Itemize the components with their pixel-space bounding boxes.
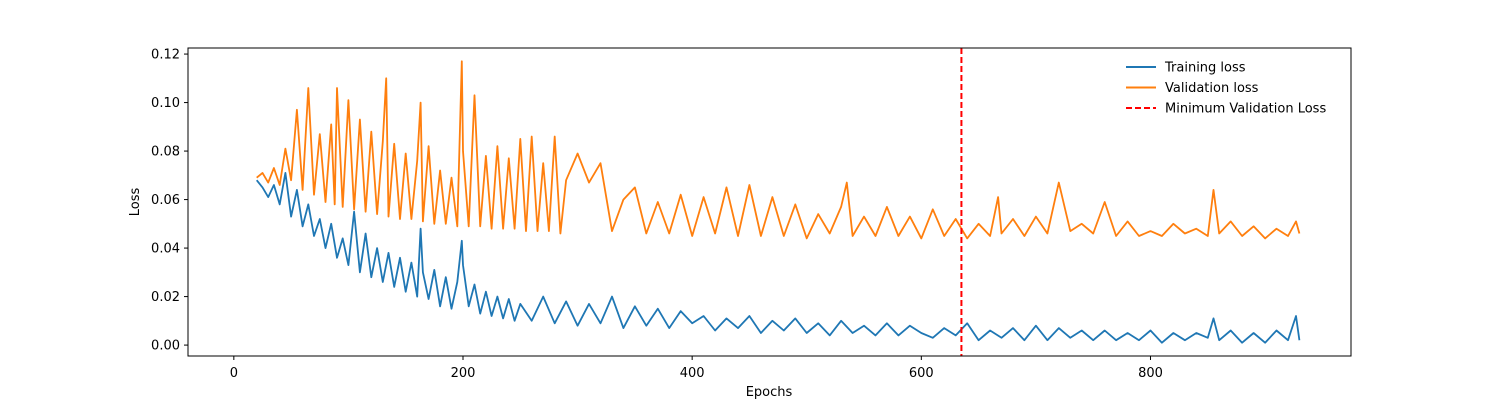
y-tick-label: 0.00 [151, 339, 180, 354]
legend-minimum-validation-loss: Minimum Validation Loss [1126, 102, 1326, 117]
y-tick-label: 0.04 [151, 242, 180, 257]
legend-label: Validation loss [1165, 81, 1259, 96]
plot-frame [187, 47, 1352, 357]
x-tick-label: 600 [909, 366, 934, 381]
x-tick-label: 200 [451, 366, 476, 381]
legend-training-loss: Training loss [1126, 61, 1246, 76]
training-loss-line [255, 171, 1301, 344]
y-tick-label: 0.02 [151, 290, 180, 305]
y-tick-label: 0.06 [151, 193, 180, 208]
y-axis-label: Loss [128, 188, 143, 217]
x-tick-label: 800 [1138, 366, 1163, 381]
legend: Training loss Validation loss Minimum Vali… [1126, 61, 1326, 117]
validation-loss-line [256, 60, 1301, 240]
x-axis: 0 200 400 600 800 [230, 356, 1163, 381]
plot-content [255, 48, 1301, 356]
y-tick-label: 0.08 [151, 145, 180, 160]
y-tick-label: 0.10 [151, 96, 180, 111]
x-tick-label: 0 [230, 366, 238, 381]
x-axis-label: Epochs [746, 385, 793, 400]
legend-label: Minimum Validation Loss [1165, 102, 1326, 117]
legend-validation-loss: Validation loss [1126, 81, 1259, 96]
x-tick-label: 400 [680, 366, 705, 381]
y-axis: 0.00 0.02 0.04 0.06 0.08 0.10 0.12 [151, 48, 188, 354]
legend-label: Training loss [1164, 61, 1246, 76]
y-tick-label: 0.12 [151, 48, 180, 63]
